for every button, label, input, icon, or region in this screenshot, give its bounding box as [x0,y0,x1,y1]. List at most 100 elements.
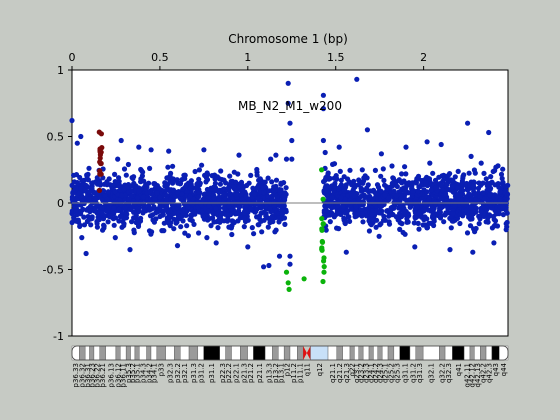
data-point [130,175,136,182]
data-point [390,175,396,181]
data-point [96,129,102,135]
data-point [79,208,85,214]
data-point [378,188,384,194]
data-point [409,180,415,186]
data-point [136,188,142,194]
data-point [73,185,79,191]
ideogram-band [310,345,329,361]
data-point [341,188,347,194]
data-point [334,209,340,215]
data-point [323,207,329,213]
data-point [174,219,180,225]
data-point [340,204,347,210]
band-label: p36.33 [72,363,80,387]
data-point [279,211,286,217]
ideogram-band [264,345,273,361]
data-point [86,165,92,171]
ideogram-band [134,345,140,361]
ideogram-band [272,345,279,361]
data-point [469,211,475,217]
data-point [225,185,232,191]
data-point [176,202,182,208]
data-point [440,173,446,180]
ideogram-band [469,345,475,361]
data-point [460,201,466,207]
data-point [150,217,156,223]
band-label: q12 [316,363,324,376]
data-point [167,207,173,214]
data-point [133,212,139,219]
data-point [358,188,365,194]
data-point [204,177,211,183]
data-point [227,173,233,179]
data-point [254,206,260,212]
ideogram-band [197,345,204,361]
ideogram-band [79,345,86,361]
data-point [134,195,141,201]
data-point [273,177,280,183]
band-label: q32.2 [439,363,447,383]
data-point [367,216,373,222]
data-point [386,221,393,227]
data-point [365,182,371,188]
ideogram-band [362,345,370,361]
ideogram-band [342,345,351,361]
data-point [355,210,362,217]
data-point [276,253,283,259]
data-point [146,180,152,186]
data-point [430,213,436,219]
data-point [127,247,133,253]
ideogram-band [381,345,389,361]
data-point [492,168,498,174]
x-tick-label: 0 [69,51,76,64]
ideogram-band [399,345,411,361]
data-point [384,208,390,214]
band-label: p12 [284,363,292,376]
data-point [111,205,117,211]
band-label: p36.22 [93,363,101,387]
data-point [399,171,405,177]
data-point [270,189,277,195]
data-point [121,186,127,192]
data-point [425,207,431,213]
data-point [391,188,397,194]
data-point [116,218,122,224]
data-point [412,244,418,250]
data-point [429,206,435,212]
data-point [97,168,103,174]
data-point [221,186,227,192]
data-point [493,211,499,217]
band-label: p36.13 [107,363,115,387]
data-point [265,193,271,199]
data-point [123,172,129,178]
data-point [358,193,364,199]
data-point [195,180,201,186]
band-label: q24.2 [372,363,380,383]
data-point [74,140,80,146]
data-point [226,224,232,230]
data-point [386,213,392,219]
data-point [336,226,342,232]
data-point [233,192,240,198]
data-point [301,276,307,282]
data-point [366,228,372,234]
band-label: p22.1 [232,363,240,383]
ideogram-band [354,345,359,361]
data-point [427,160,433,166]
data-point [430,170,436,176]
data-point [174,177,180,183]
band-label: q32.1 [428,363,436,383]
band-label: p21.1 [256,363,264,383]
data-point [126,202,132,208]
data-point [249,225,255,231]
data-point [404,216,410,222]
data-point [175,189,181,195]
data-point [470,183,476,189]
data-point [100,227,106,233]
data-point [99,210,105,216]
data-point [388,207,394,213]
band-label: q43 [492,363,500,376]
data-point [359,167,365,173]
data-point [276,215,282,221]
data-point [362,173,368,179]
